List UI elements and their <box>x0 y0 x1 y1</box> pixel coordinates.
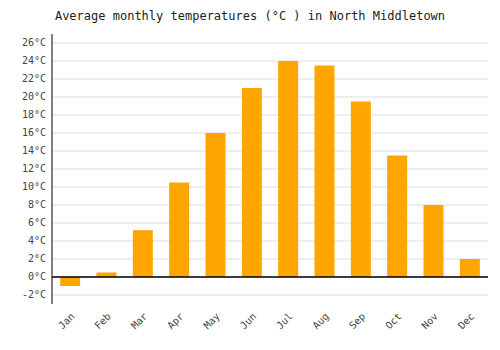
y-tick-label: 0°C <box>28 271 46 282</box>
y-tick-label: -2°C <box>22 289 46 300</box>
bar <box>169 183 189 278</box>
x-tick-label: Nov <box>419 311 440 332</box>
grid-line <box>52 43 488 44</box>
x-tick-label: May <box>201 311 222 332</box>
bar <box>351 102 371 278</box>
y-tick-label: 10°C <box>22 181 46 192</box>
y-tick-label: 6°C <box>28 217 46 228</box>
zero-line <box>52 276 488 278</box>
bar <box>278 61 298 277</box>
x-ticks: Jan Feb Mar Apr May Jun Jul Aug Sep Oct Nov Dec <box>56 311 476 332</box>
grid-line <box>52 187 488 188</box>
bar <box>387 156 407 278</box>
chart: Average monthly temperatures (°C ) in No… <box>0 0 500 350</box>
grid-line <box>52 115 488 116</box>
grid-line <box>52 79 488 80</box>
x-tick-label: Aug <box>310 311 331 332</box>
grid-line <box>52 97 488 98</box>
y-tick-label: 2°C <box>28 253 46 264</box>
bar <box>60 277 80 286</box>
x-tick-label: Sep <box>347 311 368 332</box>
x-tick-label: Jul <box>274 311 295 332</box>
grid-line <box>52 223 488 224</box>
x-tick-label: Oct <box>383 311 404 332</box>
grid <box>52 43 488 295</box>
bar <box>424 205 444 277</box>
bar <box>206 133 226 277</box>
title: Average monthly temperatures (°C ) in No… <box>55 9 445 23</box>
y-tick-label: 22°C <box>22 73 46 84</box>
y-tick-label: 8°C <box>28 199 46 210</box>
bars <box>60 61 480 286</box>
grid-line <box>52 151 488 152</box>
grid-line <box>52 241 488 242</box>
bar <box>315 66 335 278</box>
grid-line <box>52 205 488 206</box>
x-tick-label: Mar <box>129 311 150 332</box>
grid-line <box>52 295 488 296</box>
grid-line <box>52 61 488 62</box>
y-tick-label: 12°C <box>22 163 46 174</box>
y-tick-label: 4°C <box>28 235 46 246</box>
x-tick-label: Jun <box>238 311 259 332</box>
bar <box>133 230 153 277</box>
y-tick-label: 14°C <box>22 145 46 156</box>
grid-line <box>52 277 488 278</box>
x-tick-label: Jan <box>56 311 77 332</box>
x-tick-label: Dec <box>456 311 477 332</box>
bar <box>242 88 262 277</box>
y-tick-label: 18°C <box>22 109 46 120</box>
grid-line <box>52 169 488 170</box>
y-tick-label: 20°C <box>22 91 46 102</box>
y-axis-line <box>52 34 53 304</box>
y-ticks: -2°C 0°C 2°C 4°C 6°C 8°C 10°C 12°C 14°C 16°C 18°C 2… <box>22 37 46 300</box>
y-tick-label: 26°C <box>22 37 46 48</box>
bar <box>460 259 480 277</box>
y-tick-label: 16°C <box>22 127 46 138</box>
y-tick-label: 24°C <box>22 55 46 66</box>
x-tick-label: Feb <box>92 311 113 332</box>
grid-line <box>52 259 488 260</box>
grid-line <box>52 133 488 134</box>
x-tick-label: Apr <box>165 311 186 332</box>
